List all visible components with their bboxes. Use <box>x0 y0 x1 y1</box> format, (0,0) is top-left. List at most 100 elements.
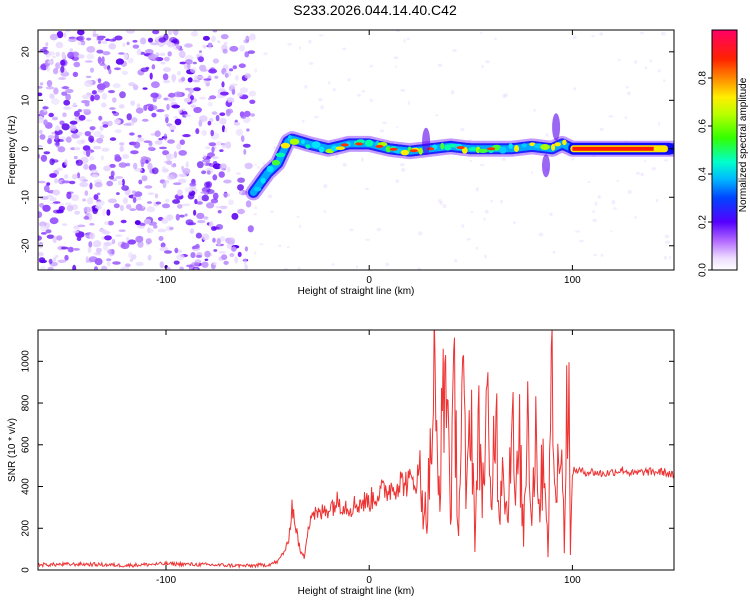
noise-blob <box>42 46 48 50</box>
noise-blob <box>173 260 180 265</box>
noise-blob <box>209 221 214 229</box>
noise-blob <box>191 261 200 267</box>
noise-blob <box>376 227 382 232</box>
noise-blob <box>138 196 142 201</box>
noise-blob <box>66 191 72 200</box>
noise-blob <box>147 162 153 171</box>
noise-blob <box>178 173 187 178</box>
noise-blob <box>169 172 178 179</box>
noise-blob <box>149 72 153 80</box>
noise-blob <box>49 33 58 41</box>
noise-blob <box>88 213 93 221</box>
noise-blob <box>627 189 632 194</box>
noise-blob <box>103 165 111 172</box>
noise-blob <box>91 90 97 95</box>
noise-blob <box>369 64 373 68</box>
x-tick-label: -100 <box>156 575 176 586</box>
noise-blob <box>56 30 64 39</box>
noise-blob <box>49 93 55 99</box>
noise-blob <box>169 227 174 230</box>
x-tick-label: 100 <box>564 275 581 286</box>
noise-blob <box>634 60 638 64</box>
noise-blob <box>102 81 110 88</box>
chart-title: S233.2026.044.14.40.C42 <box>293 2 457 18</box>
noise-blob <box>89 67 95 73</box>
noise-blob <box>63 106 72 110</box>
noise-blob <box>231 212 239 220</box>
noise-blob <box>223 179 232 184</box>
ridge-blob <box>260 177 266 184</box>
noise-blob <box>183 97 192 103</box>
noise-blob <box>38 211 43 218</box>
noise-blob <box>158 137 164 141</box>
noise-blob <box>575 230 580 233</box>
noise-blob <box>466 238 472 241</box>
noise-blob <box>61 86 70 90</box>
noise-blob <box>185 161 189 168</box>
noise-blob <box>235 128 243 136</box>
noise-blob <box>63 99 71 106</box>
colorbar-tick-label: 0.2 <box>698 215 709 229</box>
noise-blob <box>192 79 201 83</box>
noise-blob <box>169 125 177 131</box>
noise-blob <box>132 197 137 204</box>
noise-blob <box>97 56 102 64</box>
noise-blob <box>248 90 257 97</box>
noise-blob <box>140 67 149 73</box>
noise-blob <box>213 249 218 252</box>
noise-blob <box>43 184 50 193</box>
noise-blob <box>218 171 225 178</box>
noise-blob <box>141 175 148 182</box>
noise-blob <box>173 151 177 159</box>
noise-blob <box>69 124 77 131</box>
ridge-blob <box>521 143 527 148</box>
ridge-blob <box>499 146 507 154</box>
noise-blob <box>122 154 130 159</box>
noise-blob <box>215 205 224 209</box>
noise-blob <box>579 239 584 243</box>
noise-blob <box>120 266 130 270</box>
noise-blob <box>42 204 51 212</box>
noise-blob <box>162 73 169 81</box>
noise-blob <box>640 172 645 177</box>
noise-blob <box>202 154 207 159</box>
snr-y-axis-label: SNR (10 * v/v) <box>7 418 18 482</box>
noise-blob <box>112 97 117 103</box>
noise-blob <box>369 98 373 102</box>
noise-blob <box>97 40 102 44</box>
ridge-hotspot <box>355 142 363 146</box>
noise-blob <box>121 178 125 186</box>
ridge-blob <box>301 139 305 144</box>
noise-blob <box>212 237 216 243</box>
noise-blob <box>126 113 132 121</box>
noise-blob <box>244 73 251 79</box>
noise-blob <box>396 126 399 129</box>
noise-blob <box>172 199 181 204</box>
noise-blob <box>170 40 179 43</box>
noise-blob <box>233 122 241 126</box>
ridge-blob <box>266 165 274 173</box>
noise-blob <box>69 120 78 125</box>
noise-blob <box>101 230 111 235</box>
y-tick-label: 0 <box>21 567 32 573</box>
noise-blob <box>140 161 145 168</box>
noise-blob <box>54 178 58 184</box>
noise-blob <box>195 75 205 79</box>
noise-blob <box>72 264 77 270</box>
noise-blob <box>61 91 68 96</box>
noise-blob <box>636 171 640 175</box>
noise-blob <box>184 187 193 193</box>
noise-blob <box>231 246 237 252</box>
noise-blob <box>154 193 159 199</box>
noise-blob <box>286 246 290 249</box>
noise-blob <box>172 77 176 83</box>
noise-blob <box>121 185 129 191</box>
noise-blob <box>117 180 123 186</box>
noise-blob <box>207 101 213 107</box>
noise-blob <box>469 159 472 163</box>
noise-blob <box>237 177 246 183</box>
noise-blob <box>181 76 186 82</box>
noise-blob <box>193 209 197 216</box>
noise-blob <box>221 254 228 260</box>
